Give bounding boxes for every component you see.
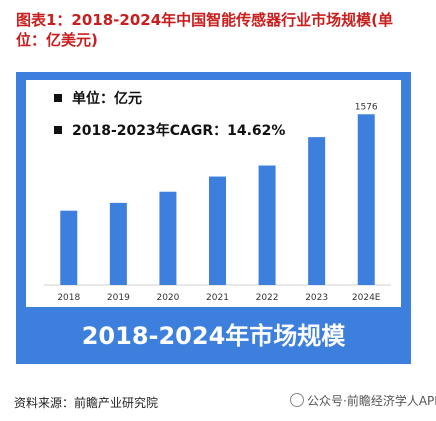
wechat-icon (290, 393, 304, 407)
x-tick-label: 2024E (352, 293, 381, 303)
legend-unit: 单位：亿元 (72, 91, 142, 107)
chart-panel: 单位：亿元 2018-2023年CAGR：14.62% 2018 2019 2020… (16, 72, 411, 364)
source-note: 资料来源：前瞻产业研究院 (14, 396, 159, 410)
watermark: 公众号·前瞻经济学人APP (290, 392, 436, 409)
bar-2021 (209, 176, 226, 285)
legend-cagr: 2018-2023年CAGR：14.62% (72, 123, 286, 139)
bar-2018 (60, 210, 78, 285)
bar-chart: 2018 2019 2020 2021 2022 2023 2024E 1576 (44, 102, 391, 303)
x-tick-label: 2021 (206, 293, 229, 303)
bar-2022 (258, 165, 276, 285)
figure-title: 图表1：2018-2024年中国智能传感器行业市场规模(单位：亿美元) (16, 11, 394, 49)
panel-caption: 2018-2024年市场规模 (81, 322, 346, 350)
x-tick-label: 2023 (305, 293, 328, 303)
bar-2024E (357, 114, 375, 285)
legend-bullet-cagr (54, 126, 62, 134)
bar-2019 (109, 202, 127, 285)
watermark-text: 公众号·前瞻经济学人APP (307, 394, 436, 408)
plot-area: 单位：亿元 2018-2023年CAGR：14.62% 2018 2019 2020… (26, 80, 401, 307)
bar-2020 (159, 191, 177, 285)
bar-2023 (308, 137, 326, 285)
x-tick-label: 2022 (256, 293, 279, 303)
x-tick-label: 2019 (107, 293, 130, 303)
x-tick-label: 2018 (57, 293, 80, 303)
legend-bullet-unit (54, 94, 62, 102)
data-label: 1576 (355, 102, 378, 112)
x-tick-label: 2020 (156, 293, 179, 303)
